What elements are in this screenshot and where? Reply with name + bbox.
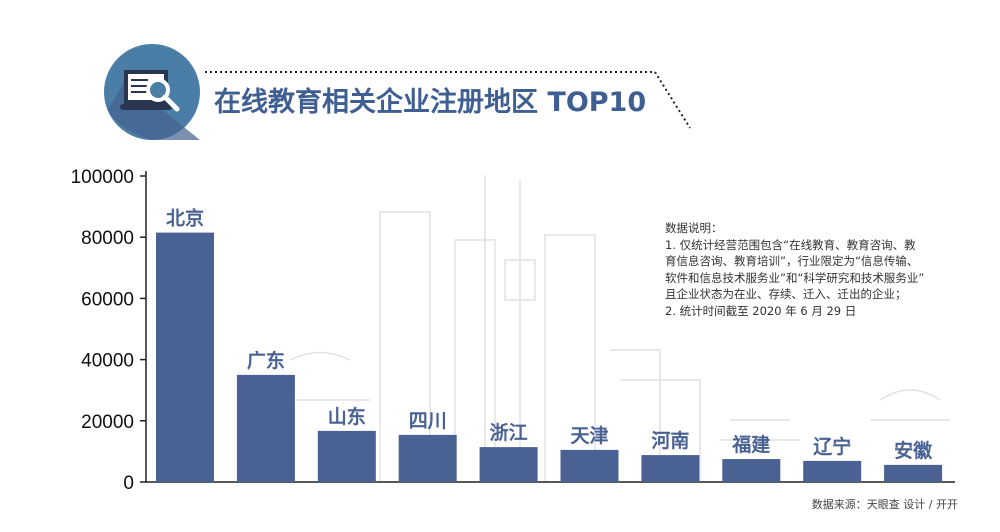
- bar: [236, 374, 295, 482]
- dotted-frame: [205, 71, 691, 129]
- bar: [803, 460, 862, 482]
- bar-category-label: 天津: [570, 424, 608, 447]
- data-note: 数据说明： 1. 仅统计经营范围包含“在线教育、教育咨询、教 育信息咨询、教育培…: [665, 220, 965, 319]
- bar-category-label: 广东: [247, 349, 285, 372]
- bar-category-label: 北京: [166, 207, 204, 230]
- bar: [722, 459, 781, 482]
- bar-category-label: 河南: [651, 430, 689, 452]
- bar: [560, 449, 619, 482]
- note-line: 软件和信息技术服务业”和“科学研究和技术服务业”: [665, 270, 925, 285]
- y-tick-label: 40000: [81, 351, 134, 372]
- bar: [156, 232, 214, 482]
- bar: [398, 434, 457, 482]
- bar: [884, 464, 943, 482]
- chart-title: 在线教育相关企业注册地区 TOP10: [214, 87, 647, 118]
- bar: [641, 455, 700, 482]
- bar: [479, 447, 538, 482]
- laptop-search-icon: [104, 44, 200, 140]
- y-tick-label: 0: [123, 473, 134, 494]
- bar-category-label: 浙江: [490, 421, 528, 444]
- bar-category-label: 福建: [731, 433, 770, 456]
- y-tick-label: 60000: [81, 289, 134, 310]
- bar-category-label: 四川: [409, 410, 447, 432]
- note-line: 2. 统计时间截至 2020 年 6 月 29 日: [665, 303, 857, 318]
- bar-category-label: 山东: [328, 405, 366, 428]
- note-line: 1. 仅统计经营范围包含“在线教育、教育咨询、教: [665, 237, 916, 252]
- y-tick-label: 100000: [71, 167, 134, 188]
- bar-category-label: 辽宁: [813, 435, 851, 458]
- source-footer: 数据来源：天眼查 设计 / 开开: [811, 498, 958, 511]
- note-heading: 数据说明：: [665, 221, 723, 235]
- y-tick-label: 20000: [81, 412, 134, 433]
- bar-category-label: 安徽: [894, 439, 933, 462]
- note-line: 且企业状态为在业、存续、迁入、迁出的企业；: [665, 287, 907, 301]
- note-line: 育信息咨询、教育培训”，行业限定为“信息传输、: [665, 254, 919, 268]
- bar: [317, 430, 376, 482]
- y-tick-label: 80000: [81, 228, 134, 249]
